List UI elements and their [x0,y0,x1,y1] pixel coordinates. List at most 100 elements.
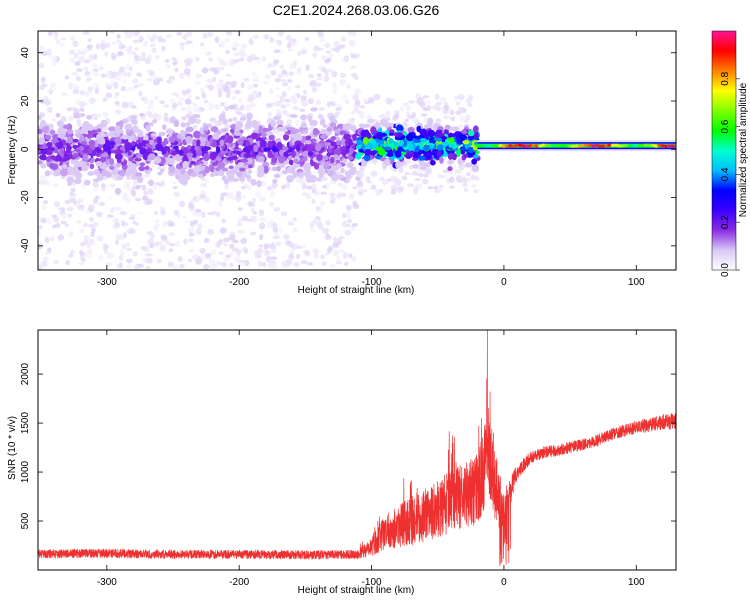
spectrogram-cell [275,241,282,246]
spectrogram-cell [182,34,188,40]
spectrogram-cell [447,166,453,172]
spectrogram-cell [183,173,191,181]
spectrogram-cell [136,211,144,215]
spectrogram-cell [72,144,79,149]
spectrogram-cell [44,134,51,140]
spectrogram-cell [423,162,431,168]
spectrogram-cell [385,97,391,105]
spectrogram-cell [247,200,253,206]
spectrogram-cell [149,43,156,48]
spectrogram-cell [89,223,96,228]
spectrogram-cell [146,198,153,205]
spectrogram-cell [53,201,60,208]
spectrogram-cell [268,219,275,227]
spectrogram-cell [335,136,341,143]
spectrogram-cell [295,144,301,152]
spectrogram-cell [292,105,299,111]
spectrogram-cell [330,136,337,141]
spectrogram-cell [350,109,356,115]
spectrogram-cell [133,84,139,89]
spectrogram-cell [290,114,298,118]
spectrogram-cell [353,103,359,110]
spectrogram-cell [286,166,295,174]
spectrogram-cell [214,36,220,44]
spectrogram-cell [46,156,52,162]
spectrogram-cell [245,174,251,180]
spectrogram-cell [167,261,175,267]
spectrogram-cell [127,151,132,157]
spectrogram-cell [133,264,140,270]
spectrogram-cell [189,248,194,253]
spectrogram-cell [114,206,122,211]
spectrogram-cell [331,82,337,88]
spectrogram-cell [168,248,174,253]
spectrogram-cell [149,243,155,249]
spectrogram-cell [148,103,154,107]
spectrogram-cell [246,112,253,120]
spectrogram-cell [104,42,111,48]
spectrogram-cell [261,180,266,187]
spectrogram-cell [135,185,141,190]
spectrogram-cell [64,223,70,228]
spectrogram-cell [250,231,257,236]
spectrogram-cell [52,163,59,170]
spectrogram-cell [327,68,335,73]
spectrogram-cell [91,129,98,134]
spectrogram-cell [258,244,264,248]
spectrogram-cell [289,62,297,70]
spectrogram-cell [217,91,223,98]
spectrogram-cell [204,252,212,258]
spectrogram-cell [148,122,154,127]
spectrogram-cell [92,187,100,192]
spectrogram-cell [38,262,43,269]
spectrogram-cell [167,220,174,228]
spectrogram-cell [60,220,67,225]
spectrogram-cell [264,74,272,79]
spectrogram-cell [98,66,104,71]
spectrogram-cell [74,129,82,133]
spectrogram-cell [93,53,98,61]
spectrogram-cell [444,104,449,111]
spectrogram-cell [322,184,327,189]
spectrogram-cell [300,260,308,265]
spectrogram-cell [179,200,186,208]
spectrogram-cell [121,134,130,140]
y-tick-label: 0 [20,146,31,152]
spectrogram-cell [215,211,221,218]
x-tick-label: -100 [362,577,382,588]
spectrogram-cell [313,249,319,256]
spectrogram-cell [443,101,449,105]
spectrogram-cell [252,90,258,94]
spectrogram-cell [179,129,185,138]
spectrogram-cell [203,146,212,151]
spectrogram-cell [205,140,211,148]
spectrogram-cell [106,214,114,218]
spectrogram-cell [405,133,414,142]
spectrogram-cell [450,116,456,122]
spectrogram-cell [132,125,139,134]
spectrogram-cell [79,90,86,96]
spectrogram-cell [448,133,456,138]
spectrogram-cell [357,188,365,192]
spectrogram-cell [200,133,208,138]
spectrogram-cell [154,241,160,247]
spectrogram-cell [86,242,92,249]
spectrogram-cell [165,63,171,69]
spectrogram-cell [218,200,223,208]
spectrogram-cell [200,182,207,188]
spectrogram-cell [263,243,268,251]
spectrogram-cell [89,97,96,104]
spectrogram-cell [203,99,209,104]
spectrogram-cell [134,54,140,61]
spectrogram-cell [116,176,123,181]
spectrogram-cell [212,162,218,166]
spectrogram-cell [40,149,48,155]
spectrogram-cell [252,210,257,215]
spectrogram-cell [154,157,162,164]
spectrogram-cell [153,210,159,216]
spectrogram-cell [66,136,73,144]
spectrogram-cell [289,249,296,255]
spectrogram-cell [146,110,153,117]
